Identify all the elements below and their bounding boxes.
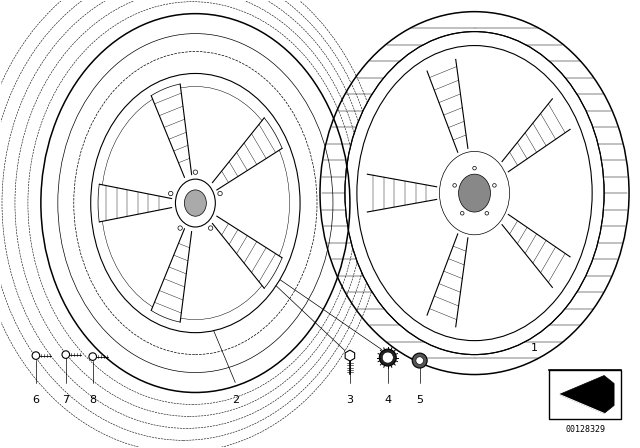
Ellipse shape	[440, 151, 509, 235]
Ellipse shape	[41, 13, 350, 392]
Ellipse shape	[184, 190, 206, 216]
Ellipse shape	[91, 73, 300, 333]
Text: 8: 8	[89, 396, 96, 405]
Bar	[549, 370, 621, 419]
Ellipse shape	[473, 166, 476, 170]
Text: 00128329: 00128329	[565, 425, 605, 434]
Ellipse shape	[493, 184, 496, 187]
Ellipse shape	[459, 174, 490, 212]
Ellipse shape	[218, 191, 222, 196]
Ellipse shape	[357, 46, 592, 340]
Ellipse shape	[193, 170, 198, 174]
Polygon shape	[559, 375, 614, 414]
Ellipse shape	[209, 226, 213, 230]
Ellipse shape	[453, 184, 456, 187]
Ellipse shape	[380, 349, 396, 366]
Ellipse shape	[460, 211, 464, 215]
Ellipse shape	[320, 12, 629, 375]
Ellipse shape	[178, 226, 182, 230]
Ellipse shape	[168, 191, 173, 196]
Ellipse shape	[416, 357, 424, 364]
Polygon shape	[345, 350, 355, 361]
Ellipse shape	[485, 211, 488, 215]
Ellipse shape	[32, 352, 40, 359]
Ellipse shape	[345, 32, 604, 355]
Text: 3: 3	[346, 396, 353, 405]
Text: 1: 1	[531, 343, 538, 353]
Text: 4: 4	[384, 396, 391, 405]
Ellipse shape	[62, 351, 70, 358]
Text: 7: 7	[62, 396, 69, 405]
Ellipse shape	[382, 352, 393, 363]
Ellipse shape	[89, 353, 97, 360]
Text: 5: 5	[416, 396, 423, 405]
Text: 6: 6	[33, 396, 40, 405]
Ellipse shape	[412, 353, 427, 368]
Text: 2: 2	[232, 396, 239, 405]
Ellipse shape	[175, 179, 215, 227]
